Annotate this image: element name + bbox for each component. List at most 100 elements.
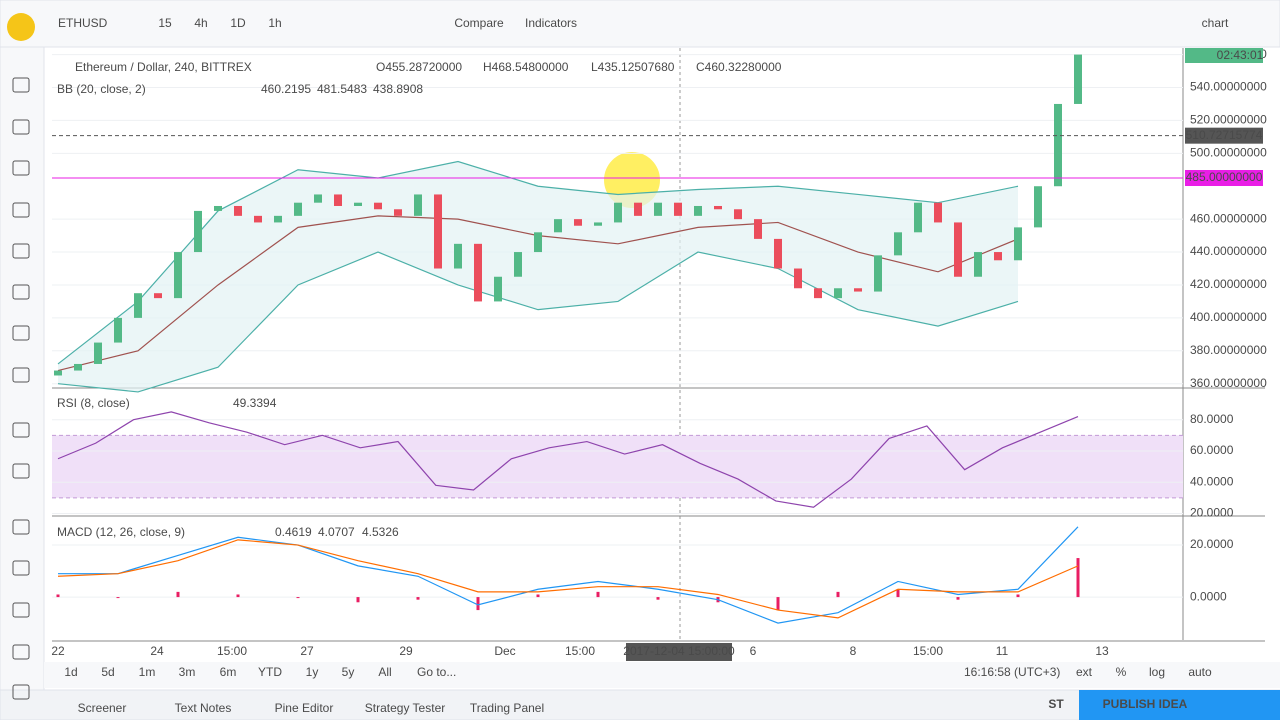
range-button[interactable]: 5d [101,665,114,679]
logo[interactable]: ST [1048,697,1064,711]
candle [94,342,102,364]
indicator-value: 438.8908 [373,82,423,96]
range-button[interactable]: 3m [179,665,196,679]
publish-button-bg[interactable] [1079,690,1280,720]
tool-icon[interactable] [12,560,30,576]
bb-upper [57,160,1019,365]
pane-title: RSI (8, close) [57,396,130,410]
y-tick-label: 80.0000 [1190,412,1234,426]
footer-tab[interactable]: Text Notes [175,701,232,715]
histogram-bar [236,594,240,598]
range-button[interactable]: 5y [342,665,355,679]
tool-icon[interactable] [12,644,30,660]
x-tick-label: 22 [51,644,65,658]
pane-value: 4.0707 [318,525,355,539]
x-tick-label: 6 [750,644,757,658]
interval[interactable]: 1h [268,16,281,30]
tool-icon[interactable] [12,284,30,300]
avatar[interactable] [7,13,35,41]
footer-tab[interactable]: Screener [78,701,127,715]
indicators-button[interactable]: Indicators [525,16,577,30]
histogram-bar [596,591,600,598]
scale-option[interactable]: % [1116,665,1127,679]
tool-icon[interactable] [12,202,30,218]
pane-title: MACD (12, 26, close, 9) [57,525,185,539]
candle [534,232,542,253]
candle [134,293,142,318]
scale-option[interactable]: auto [1188,665,1212,679]
x-tick-label: 11 [996,644,1009,658]
footer-tab[interactable]: Strategy Tester [365,701,445,715]
scale-option[interactable]: log [1149,665,1165,679]
y-tick-label: 20.0000 [1190,537,1234,551]
candle [834,288,842,299]
y-tick-label: 40.0000 [1190,474,1234,488]
range-button[interactable]: All [378,665,391,679]
histogram-bar [836,591,840,598]
interval[interactable]: 1D [230,16,246,30]
candle [754,219,762,239]
candle [914,202,922,233]
histogram-bar [956,597,960,600]
price-tag-label: 510.72715774 [1186,128,1263,142]
footer-tab[interactable]: Pine Editor [275,701,334,715]
candle [294,202,302,216]
candle [714,205,722,210]
y-tick-label: 460.00000000 [1190,211,1267,225]
tool-icon[interactable] [12,243,30,259]
candle [414,194,422,216]
price-tag-label: 485.00000000 [1186,170,1263,184]
histogram-bar [536,594,540,598]
histogram-bar [1016,594,1020,598]
footer-tab[interactable]: Trading Panel [470,701,544,715]
candle [334,194,342,206]
histogram-bar [896,589,900,598]
candle [854,288,862,292]
histogram-bar [56,594,60,598]
time-tag [1185,48,1263,63]
range-button[interactable]: 1m [139,665,156,679]
interval[interactable]: 15 [158,16,172,30]
top-toolbar [0,0,1280,48]
candle [1054,103,1062,187]
candle [374,202,382,210]
symbol[interactable]: ETHUSD [58,16,108,30]
tool-icon[interactable] [12,367,30,383]
interval[interactable]: 4h [194,16,207,30]
histogram-bar [116,597,120,599]
tool-icon[interactable] [12,160,30,176]
range-button[interactable]: 6m [220,665,237,679]
candle [554,219,562,233]
tool-icon[interactable] [12,119,30,135]
scale-option[interactable]: ext [1076,665,1093,679]
range-button[interactable]: 1y [306,665,319,679]
candle [194,210,202,253]
range-button[interactable]: YTD [258,665,282,679]
macd-line [58,526,1079,624]
histogram-bar [356,597,360,603]
compare-button[interactable]: Compare [454,16,504,30]
candle [54,370,62,376]
tool-icon[interactable] [12,77,30,93]
time-tag-label: 02:43:01 [1217,48,1264,62]
tool-icon[interactable] [12,602,30,618]
tool-icon[interactable] [12,684,30,700]
candle [314,194,322,203]
layout-name[interactable]: chart [1202,16,1229,30]
candle [254,215,262,223]
tool-icon[interactable] [12,325,30,341]
goto-button[interactable]: Go to... [417,665,456,679]
tool-icon[interactable] [12,422,30,438]
y-tick-label: 520.00000000 [1190,113,1267,127]
tool-icon[interactable] [12,463,30,479]
rsi-line [57,411,1079,508]
candle [774,238,782,269]
y-tick-label: 400.00000000 [1190,310,1267,324]
tool-icon[interactable] [12,519,30,535]
indicator-value: 481.5483 [317,82,367,96]
y-tick-label: 540.00000000 [1190,80,1267,94]
bb-fill [58,161,1018,392]
candle [354,202,362,206]
publish-button[interactable]: PUBLISH IDEA [1103,697,1188,711]
range-button[interactable]: 1d [64,665,77,679]
